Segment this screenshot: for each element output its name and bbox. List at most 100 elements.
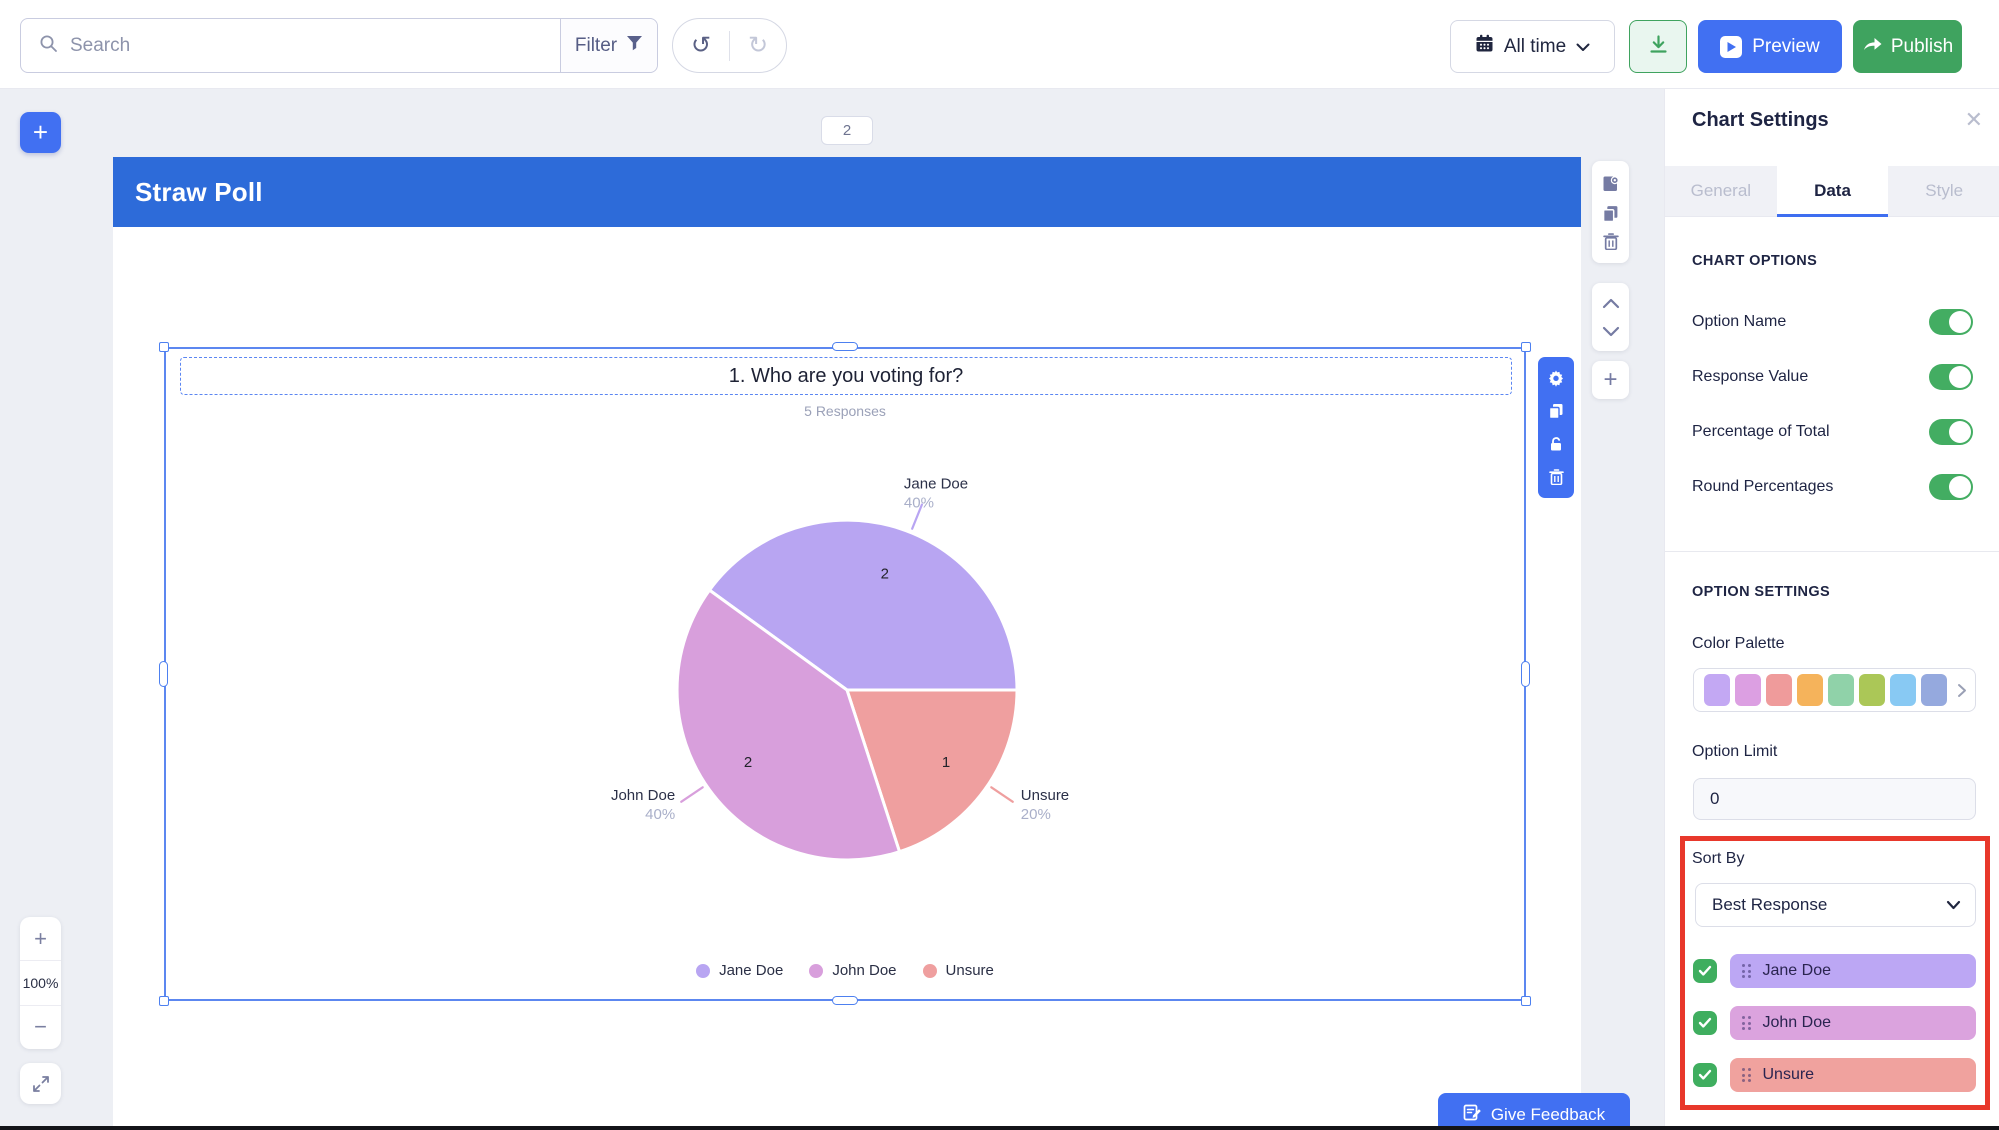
toggle-label: Percentage of Total [1692,423,1830,440]
fullscreen-toggle-button[interactable] [20,1063,61,1104]
pie-slice-john-doe[interactable] [675,588,901,862]
delete-section-icon[interactable] [1602,232,1619,250]
duplicate-icon[interactable] [1546,401,1566,421]
option-label: Unsure [1762,1066,1815,1083]
resize-handle-top-left[interactable] [159,342,169,352]
settings-gear-icon[interactable] [1546,368,1566,388]
move-up-chevron-icon[interactable] [1602,298,1620,309]
palette-swatch-6[interactable] [1859,674,1885,706]
slice-value-john-doe: 2 [744,754,752,771]
publish-button[interactable]: Publish [1853,20,1962,73]
chart-card[interactable]: 1. Who are you voting for? 5 Responses 2… [164,347,1526,1001]
drag-handle-icon[interactable] [1742,1068,1751,1082]
move-down-chevron-icon[interactable] [1602,326,1620,337]
search-input[interactable]: Search [21,19,560,72]
resize-handle-top-right[interactable] [1521,342,1531,352]
callout-percent-jane-doe: 40% [904,495,934,512]
callout-percent-unsure: 20% [1021,806,1051,823]
palette-swatch-4[interactable] [1797,674,1823,706]
toggle-row-percentage-of-total: Percentage of Total [1692,419,1973,445]
palette-swatch-1[interactable] [1704,674,1730,706]
resize-handle-bottom-right[interactable] [1521,996,1531,1006]
toggle-label: Option Name [1692,313,1787,330]
zoom-in-button[interactable]: + [34,925,47,951]
panel-tabs: General Data Style [1665,166,1999,217]
legend-item-john-doe: John Doe [809,962,897,979]
option-limit-input[interactable]: 0 [1693,778,1976,820]
toggle-switch-round-percentages[interactable] [1929,474,1973,500]
palette-swatch-2[interactable] [1735,674,1761,706]
palette-swatch-5[interactable] [1828,674,1854,706]
undo-button[interactable]: ↺ [690,32,712,59]
chart-options-heading: CHART OPTIONS [1692,253,1818,269]
page-number-tab[interactable]: 2 [821,116,873,145]
option-limit-label: Option Limit [1692,743,1778,760]
sort-by-label: Sort By [1692,850,1745,867]
section-title: Straw Poll [135,176,263,207]
close-icon[interactable]: ✕ [1964,107,1983,132]
palette-swatch-7[interactable] [1890,674,1916,706]
tab-data[interactable]: Data [1776,166,1889,217]
option-label: Jane Doe [1762,962,1832,979]
duplicate-section-icon[interactable] [1602,205,1619,222]
toggle-switch-option-name[interactable] [1929,309,1973,335]
palette-swatch-8[interactable] [1921,674,1947,706]
section-header[interactable]: Straw Poll [113,157,1581,227]
time-range-dropdown[interactable]: All time [1450,20,1615,73]
tab-style[interactable]: Style [1925,181,1964,200]
zoom-out-button[interactable]: − [20,1004,61,1049]
zoom-level: 100% [20,960,61,1004]
option-row-unsure: Unsure [1693,1058,1976,1092]
toggle-switch-percentage-of-total[interactable] [1929,419,1973,445]
pie-slice-jane-doe[interactable] [708,518,1019,692]
legend-dot [809,963,824,978]
legend-label: John Doe [832,962,897,979]
redo-button[interactable]: ↻ [747,32,769,59]
resize-handle-top[interactable] [832,342,858,351]
time-range-value: All time [1503,35,1567,57]
add-block-button[interactable]: + [20,112,61,153]
option-checkbox-john-doe[interactable] [1693,1011,1717,1035]
preview-button[interactable]: Preview [1698,20,1842,73]
resize-handle-left[interactable] [159,661,168,687]
slice-value-unsure: 1 [942,754,950,771]
pie-slice-unsure[interactable] [845,688,1019,854]
filter-button[interactable]: Filter [560,19,657,72]
delete-trash-icon[interactable] [1546,467,1566,487]
search-placeholder: Search [70,34,131,56]
drag-handle-icon[interactable] [1742,1016,1751,1030]
drag-handle-icon[interactable] [1742,964,1751,978]
tab-general[interactable]: General [1690,181,1752,200]
option-pill-john-doe[interactable]: John Doe [1730,1006,1976,1040]
option-pill-unsure[interactable]: Unsure [1730,1058,1976,1092]
option-row-john-doe: John Doe [1693,1006,1976,1040]
resize-handle-right[interactable] [1521,661,1530,687]
search-icon [39,34,58,58]
resize-handle-bottom[interactable] [832,996,858,1005]
toggle-knob [1949,421,1971,443]
callout-percent-john-doe: 40% [645,806,675,823]
toggle-knob [1949,311,1971,333]
page-settings-icon[interactable] [1602,175,1620,194]
option-pill-jane-doe[interactable]: Jane Doe [1730,954,1976,988]
add-section-plus-icon[interactable]: + [1603,366,1618,393]
editor-canvas[interactable]: 2 + Straw Poll 1. Who are you voting for… [0,89,1664,1130]
resize-handle-bottom-left[interactable] [159,996,169,1006]
give-feedback-button[interactable]: Give Feedback [1438,1093,1630,1130]
export-download-button[interactable] [1629,20,1687,73]
color-palette-selector[interactable] [1693,668,1976,712]
option-checkbox-jane-doe[interactable] [1693,959,1717,983]
toggle-switch-response-value[interactable] [1929,364,1973,390]
add-toolbar: + [1592,361,1629,399]
pie-chart[interactable]: 2 Jane Doe 40% 1 Unsure 20% 2 John Doe 40% [166,349,1524,999]
legend-item-unsure: Unsure [922,962,994,979]
unlock-icon[interactable] [1546,434,1566,454]
sort-by-select[interactable]: Best Response [1695,883,1976,927]
palette-swatch-3[interactable] [1766,674,1792,706]
chevron-right-icon[interactable] [1957,683,1967,698]
legend-label: Jane Doe [719,962,784,979]
chevron-down-icon [1946,895,1961,915]
calendar-icon [1475,34,1494,59]
option-checkbox-unsure[interactable] [1693,1063,1717,1087]
chart-title-box[interactable]: 1. Who are you voting for? [180,357,1512,395]
